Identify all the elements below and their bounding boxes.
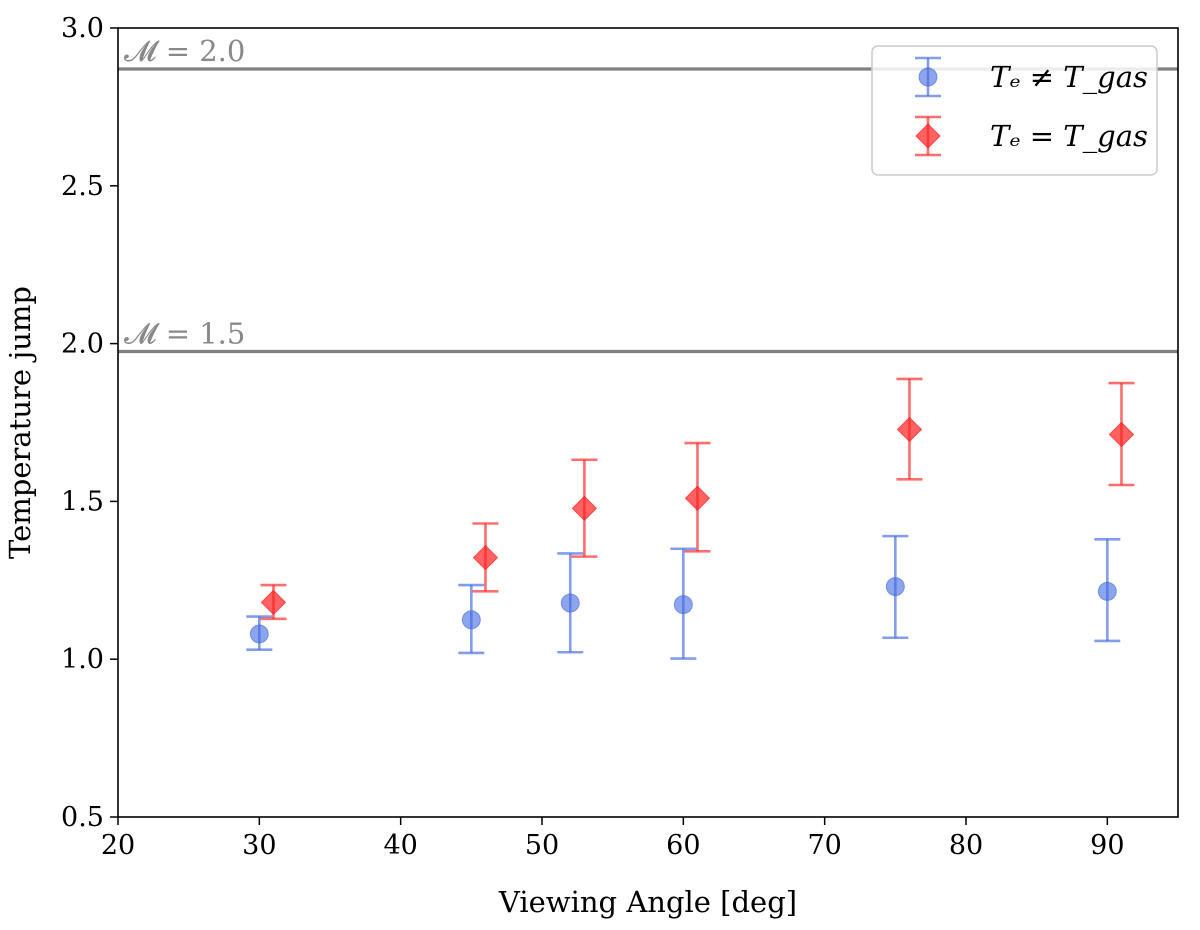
data-point: [896, 377, 923, 481]
y-tick-label: 0.5: [61, 802, 104, 833]
reference-line-label: 𝓜 = 2.0: [124, 34, 245, 68]
marker-diamond: [472, 544, 499, 571]
series-circle: [246, 534, 1121, 660]
marker-diamond: [896, 416, 923, 443]
y-tick-label: 3.0: [61, 13, 104, 44]
x-tick-label: 60: [666, 830, 700, 861]
legend: Tₑ ≠ T_gas Tₑ = T_gas: [871, 45, 1158, 176]
series-diamond: [260, 377, 1135, 621]
axis-ticks: 20 30 40 50 60 70 80 90 0.5 1.0 1.5 2.0 2.5 3.0: [61, 13, 1124, 861]
marker-circle: [249, 624, 269, 644]
x-tick-label: 40: [383, 830, 417, 861]
y-tick-label: 2.5: [61, 171, 104, 202]
marker-diamond: [571, 495, 598, 522]
data-point: [1108, 381, 1135, 487]
y-axis-label: Temperature jump: [3, 286, 37, 559]
x-tick-label: 70: [807, 830, 841, 861]
data-point: [557, 552, 584, 654]
marker-circle: [673, 595, 693, 615]
y-tick-label: 2.0: [61, 329, 104, 360]
data-point: [1094, 537, 1121, 643]
data-point: [882, 534, 909, 640]
series-layer: [246, 377, 1135, 660]
marker-circle: [885, 577, 905, 597]
data-point: [670, 547, 697, 660]
marker-diamond: [260, 589, 287, 616]
legend-entry: Tₑ = T_gas: [915, 115, 1148, 157]
marker-circle: [560, 593, 580, 613]
x-tick-label: 80: [949, 830, 983, 861]
legend-entry: Tₑ ≠ T_gas: [915, 56, 1148, 98]
marker-circle: [1097, 581, 1117, 601]
data-point: [246, 615, 273, 652]
y-tick-label: 1.5: [61, 486, 104, 517]
marker-circle: [461, 610, 481, 630]
legend-box: [871, 45, 1158, 176]
x-tick-label: 90: [1090, 830, 1124, 861]
x-tick-label: 20: [101, 830, 135, 861]
data-point: [684, 441, 711, 553]
x-tick-label: 30: [242, 830, 276, 861]
legend-label: Tₑ = T_gas: [990, 119, 1148, 154]
x-tick-label: 50: [525, 830, 559, 861]
x-axis-label: Viewing Angle [deg]: [498, 885, 797, 919]
data-point: [260, 583, 287, 621]
plot-frame: [117, 27, 1179, 818]
data-point: [472, 522, 499, 593]
marker-diamond: [684, 485, 711, 511]
legend-marker: [915, 123, 941, 149]
data-point: [458, 583, 485, 655]
legend-marker: [918, 67, 938, 87]
marker-diamond: [1108, 421, 1135, 448]
y-tick-label: 1.0: [61, 644, 104, 675]
data-point: [571, 458, 598, 558]
legend-entries: Tₑ ≠ T_gas Tₑ = T_gas: [915, 56, 1148, 157]
legend-label: Tₑ ≠ T_gas: [990, 60, 1148, 95]
reference-line-label: 𝓜 = 1.5: [124, 316, 245, 350]
